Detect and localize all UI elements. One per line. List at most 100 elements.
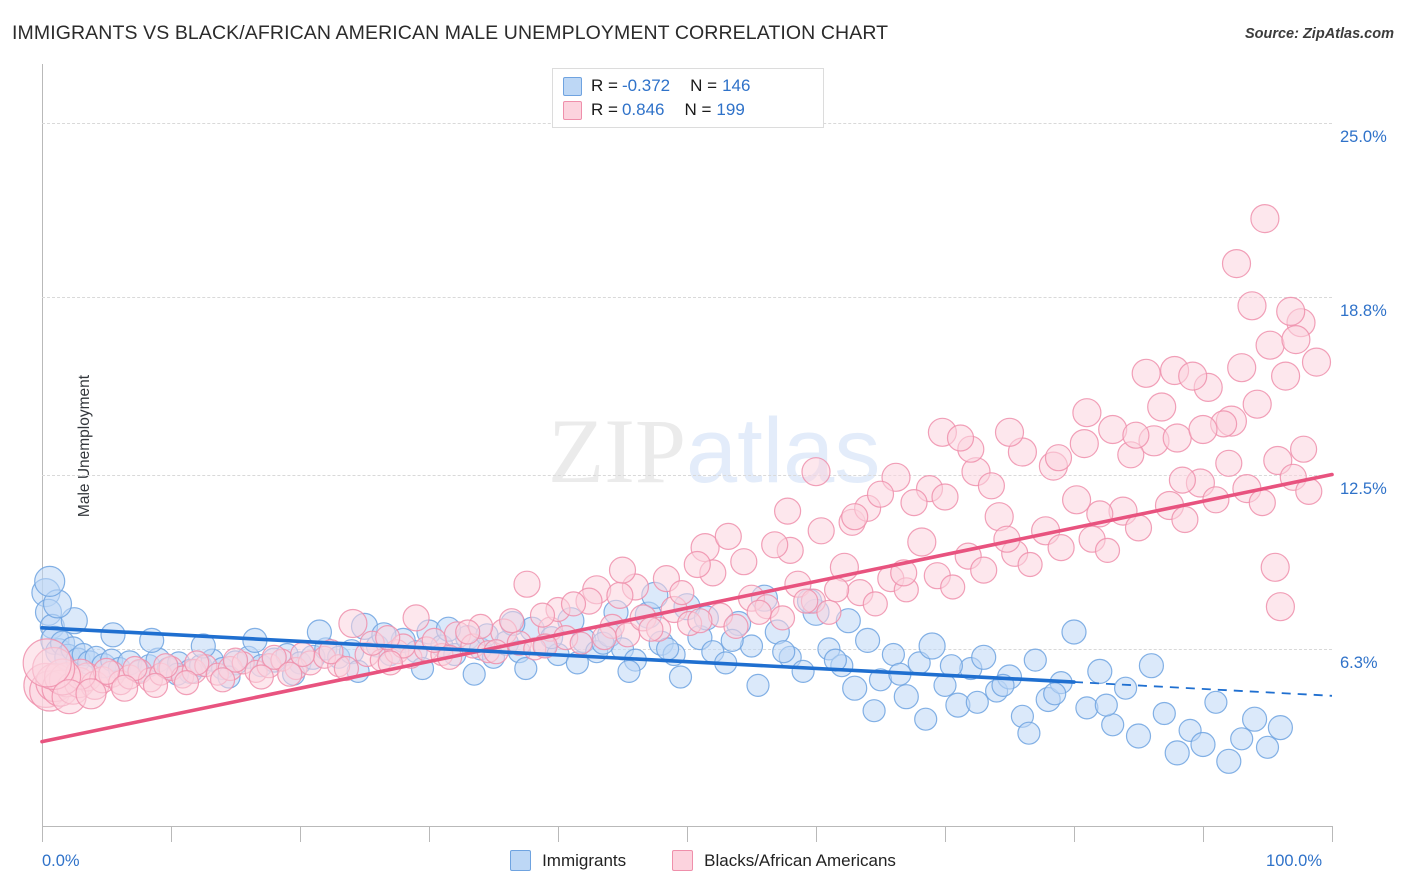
data-point	[841, 503, 869, 531]
data-point	[569, 631, 593, 655]
y-tick-label: 6.3%	[1340, 653, 1378, 672]
data-point	[1113, 676, 1138, 700]
plot-area	[22, 64, 1334, 826]
data-point	[1061, 485, 1092, 515]
data-point	[248, 664, 274, 690]
data-point	[1190, 731, 1216, 758]
data-point	[1255, 330, 1285, 360]
source-attribution: Source: ZipAtlas.com	[1244, 26, 1394, 42]
legend-swatch-immigrants	[563, 76, 582, 96]
data-point	[807, 517, 835, 545]
data-point	[514, 656, 538, 681]
data-point	[714, 522, 742, 550]
data-point	[900, 489, 928, 517]
data-point	[638, 616, 664, 642]
data-point	[1230, 727, 1254, 751]
data-point	[318, 639, 344, 665]
x-tick	[1074, 826, 1075, 842]
data-point	[769, 605, 796, 631]
legend-row-immigrants: R = -0.372 N = 146	[563, 74, 813, 98]
data-point	[1061, 619, 1087, 645]
correlation-legend: R = -0.372 N = 146 R = 0.846 N = 199	[552, 68, 824, 128]
data-point	[184, 650, 210, 676]
data-point	[739, 634, 764, 658]
data-point	[890, 559, 918, 587]
data-point	[977, 472, 1006, 500]
data-point	[1072, 398, 1102, 428]
data-point	[1255, 735, 1280, 759]
data-point	[1164, 740, 1190, 766]
data-point	[669, 579, 695, 606]
data-point	[222, 647, 249, 673]
data-point	[142, 672, 169, 699]
legend-r-key-immigrants: R =	[591, 76, 618, 95]
data-point	[1188, 414, 1218, 445]
data-point	[100, 622, 126, 648]
data-point	[683, 550, 711, 579]
data-point	[34, 565, 66, 598]
x-tick	[816, 826, 817, 842]
data-point	[617, 659, 641, 684]
series-label-blacks: Blacks/African Americans	[704, 850, 896, 870]
data-point	[1215, 449, 1243, 477]
data-point	[1138, 653, 1165, 679]
data-point	[591, 624, 618, 651]
data-point	[816, 599, 842, 625]
y-tick-label: 18.8%	[1340, 302, 1387, 321]
legend-n-key-immigrants: N =	[690, 76, 718, 95]
data-point	[1216, 748, 1242, 774]
x-tick	[1332, 826, 1333, 842]
data-point	[668, 665, 693, 689]
data-point	[606, 581, 634, 610]
data-point	[455, 619, 481, 645]
data-point	[881, 642, 906, 667]
data-point	[1147, 392, 1177, 422]
data-point	[1131, 358, 1161, 388]
legend-n-value-blacks: 199	[716, 100, 745, 119]
data-point	[1250, 204, 1280, 234]
legend-r-value-blacks: 0.846	[621, 100, 665, 119]
data-point	[862, 591, 888, 617]
data-point	[153, 653, 179, 679]
data-point	[261, 644, 287, 670]
data-point	[994, 417, 1025, 447]
data-point	[1178, 361, 1208, 391]
data-point	[842, 675, 868, 701]
data-point	[1069, 429, 1099, 459]
data-point	[1237, 291, 1267, 321]
data-point	[22, 638, 72, 688]
series-legend: Immigrants Blacks/African Americans	[0, 850, 1406, 871]
data-point	[608, 556, 637, 584]
data-point	[1047, 534, 1075, 562]
data-point	[971, 644, 997, 670]
series-legend-item-blacks[interactable]: Blacks/African Americans	[672, 850, 896, 871]
data-point	[970, 556, 998, 584]
data-point	[277, 661, 303, 687]
trendline-immigrants-extension	[1073, 681, 1333, 697]
x-tick-label-min: 0.0%	[42, 852, 80, 870]
legend-swatch-blacks	[563, 100, 582, 120]
data-point	[1289, 435, 1318, 463]
data-point	[462, 662, 486, 686]
x-tick	[42, 826, 43, 842]
x-tick	[558, 826, 559, 842]
data-point	[866, 480, 895, 508]
series-legend-item-immigrants[interactable]: Immigrants	[510, 850, 626, 871]
data-point	[823, 577, 850, 603]
data-point	[931, 483, 959, 511]
trendline-blacks	[40, 472, 1334, 744]
data-point	[965, 690, 989, 714]
data-point	[402, 604, 430, 632]
data-point	[730, 548, 758, 576]
data-point	[333, 655, 359, 682]
data-point	[1204, 690, 1228, 714]
x-tick	[687, 826, 688, 842]
data-point	[1023, 648, 1047, 672]
data-point	[110, 674, 139, 702]
data-point	[1260, 552, 1290, 582]
data-point	[918, 632, 946, 660]
data-point	[1044, 444, 1073, 472]
data-point	[1168, 466, 1197, 494]
data-point	[1241, 706, 1268, 732]
